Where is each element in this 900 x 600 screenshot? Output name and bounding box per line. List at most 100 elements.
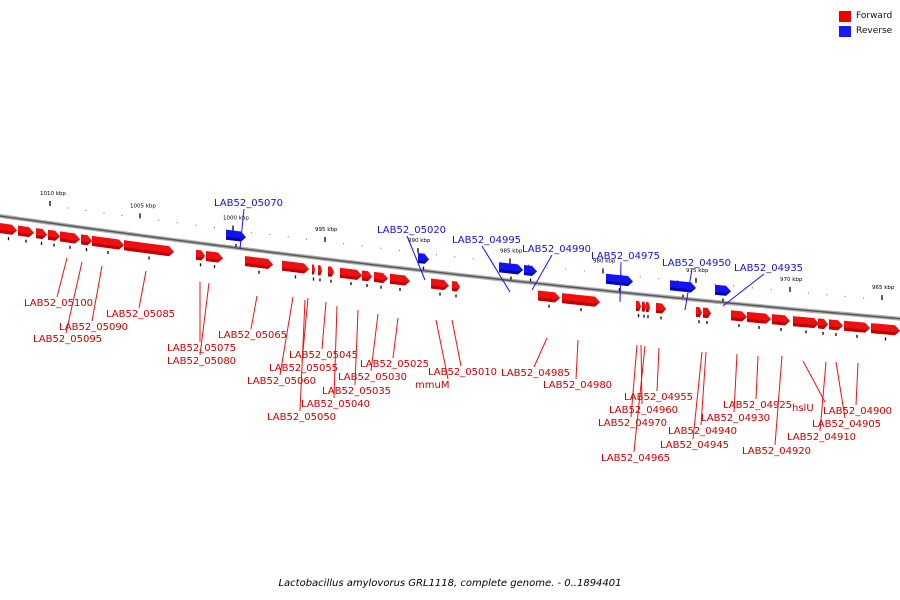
forward-gene-leader (819, 361, 827, 432)
forward-gene-label: LAB52_04900 (823, 406, 892, 417)
forward-gene-leader (250, 295, 258, 330)
forward-gene-label: LAB52_04980 (543, 380, 612, 391)
forward-gene-arrow-shade (92, 242, 124, 250)
forward-gene-label: mmuM (415, 380, 449, 391)
reverse-gene-arrow-shade (670, 287, 696, 293)
scale-tick-label: 1010 kbp (40, 191, 66, 197)
forward-gene-leader (333, 305, 338, 399)
forward-gene-arrow-shade (747, 318, 771, 324)
forward-gene-arrow-shade (390, 280, 410, 286)
forward-gene-arrow-shade (636, 306, 641, 312)
forward-gene-label: LAB52_05085 (106, 309, 175, 320)
forward-gene-leader (321, 301, 327, 350)
reverse-gene-label: LAB52_05070 (214, 198, 283, 209)
forward-gene-label: LAB52_05035 (322, 386, 391, 397)
reverse-gene-arrow-shade (606, 280, 633, 287)
forward-gene-arrow-shade (245, 263, 273, 269)
forward-gene-arrow-shade (206, 258, 223, 263)
reverse-gene-leader (684, 268, 693, 311)
forward-gene-arrow-shade (36, 234, 47, 240)
forward-gene-arrow-shade (328, 272, 334, 277)
forward-gene-label: LAB52_05060 (247, 376, 316, 387)
scale-tick-label: 970 kbp (780, 277, 803, 283)
scale-tick-label: 995 kbp (315, 227, 338, 233)
forward-gene-arrow-shade (282, 267, 309, 274)
map-caption: Lactobacillus amylovorus GRL1118, comple… (278, 578, 622, 589)
forward-gene-arrow-shade (0, 230, 17, 235)
forward-gene-label: LAB52_04905 (812, 419, 881, 430)
forward-gene-label: LAB52_05025 (360, 359, 429, 370)
forward-gene-arrow-shade (731, 316, 747, 322)
forward-gene-leader (354, 309, 359, 386)
forward-gene-arrow-shade (656, 308, 666, 314)
forward-gene-label: LAB52_04925 (723, 400, 792, 411)
reverse-gene-arrow-shade (499, 269, 523, 275)
forward-gene-leader (802, 360, 826, 403)
legend-swatch-reverse (839, 25, 851, 37)
forward-gene-leader (199, 282, 210, 356)
forward-gene-label: LAB52_04970 (598, 418, 667, 429)
forward-gene-leader (451, 319, 462, 367)
forward-gene-leader (138, 270, 147, 309)
forward-gene-label: LAB52_04985 (501, 368, 570, 379)
scale-tick-label: 975 kbp (686, 268, 709, 274)
forward-gene-leader (65, 261, 83, 334)
legend-label-reverse: Reverse (856, 26, 893, 36)
reverse-gene-label: LAB52_05020 (377, 225, 446, 236)
reverse-gene-leader (481, 245, 511, 293)
forward-gene-arrow-shade (818, 324, 828, 329)
reverse-gene-label: LAB52_04990 (522, 244, 591, 255)
forward-gene-leader (56, 257, 68, 298)
scale-tick-label: 980 kbp (593, 258, 616, 264)
reverse-gene-leader (531, 254, 553, 291)
forward-gene-leader (692, 351, 703, 440)
forward-gene-arrow-shade (81, 240, 92, 246)
forward-gene-label: LAB52_05080 (167, 356, 236, 367)
reverse-gene-label: LAB52_04975 (591, 251, 660, 262)
forward-gene-leader (733, 353, 738, 413)
forward-gene-leader (835, 361, 846, 419)
scale-tick-label: 985 kbp (500, 248, 523, 254)
forward-gene-arrow-shade (196, 255, 205, 261)
forward-gene-arrow-shade (60, 238, 80, 244)
reverse-gene-arrow-shade (418, 259, 429, 264)
forward-gene-leader (700, 351, 707, 426)
forward-gene-arrow-shade (646, 307, 650, 313)
forward-gene-arrow-shade (696, 312, 702, 318)
forward-gene-arrow-shade (48, 236, 60, 241)
forward-gene-arrow-shade (871, 330, 900, 336)
forward-gene-label: LAB52_04940 (668, 426, 737, 437)
forward-gene-label: LAB52_05045 (289, 350, 358, 361)
forward-gene-leader (279, 296, 294, 376)
forward-gene-arrow-shade (562, 300, 600, 307)
reverse-gene-label: LAB52_04995 (452, 235, 521, 246)
forward-gene-arrow-shade (374, 278, 388, 283)
forward-gene-arrow-shade (844, 327, 870, 333)
forward-gene-arrow-shade (340, 274, 362, 280)
forward-gene-leader (533, 337, 548, 368)
forward-gene-arrow-shade (362, 276, 372, 282)
forward-gene-arrow-shade (18, 232, 34, 238)
reverse-gene-leader (406, 235, 426, 281)
forward-gene-arrow-shade (703, 313, 711, 319)
reverse-gene-label: LAB52_04950 (662, 258, 731, 269)
forward-gene-label: LAB52_05090 (59, 322, 128, 333)
forward-gene-leader (299, 299, 306, 412)
forward-gene-label: LAB52_05040 (301, 399, 370, 410)
scale-tick-label: 965 kbp (872, 285, 895, 291)
forward-gene-label: LAB52_04960 (609, 405, 678, 416)
forward-gene-label: LAB52_04945 (660, 440, 729, 451)
forward-gene-leader (633, 345, 646, 453)
forward-gene-label: LAB52_04920 (742, 446, 811, 457)
forward-gene-arrow-shade (829, 325, 843, 331)
legend-swatch-forward (839, 10, 851, 22)
forward-gene-leader (855, 362, 859, 406)
forward-gene-arrow-shade (124, 247, 174, 257)
forward-gene-arrow-shade (793, 323, 819, 329)
forward-gene-arrow-shade (452, 286, 460, 292)
legend-item-reverse: Reverse (839, 25, 892, 37)
reverse-gene-leader (239, 208, 245, 250)
forward-gene-leader (640, 344, 643, 405)
forward-gene-leader (91, 265, 103, 322)
